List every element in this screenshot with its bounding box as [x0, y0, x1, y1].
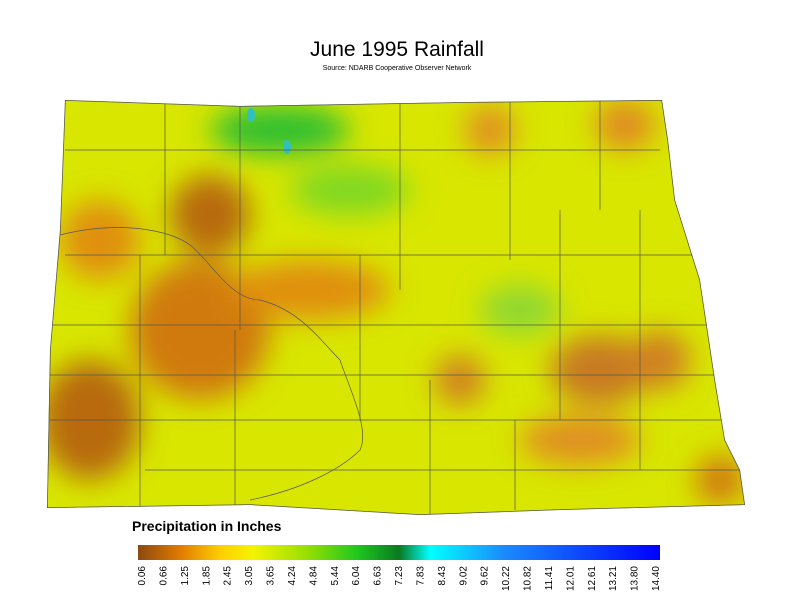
- legend-tick-label: 3.05: [244, 566, 255, 586]
- legend-tick-label: 13.21: [608, 566, 619, 591]
- legend-tick-label: 6.63: [373, 566, 384, 586]
- legend-tick-label: 2.45: [223, 566, 234, 586]
- legend-tick-label: 11.41: [544, 566, 555, 591]
- legend-tick-label: 7.83: [415, 566, 426, 586]
- legend-tick-label: 12.01: [565, 566, 576, 591]
- legend-tick-label: 8.43: [437, 566, 448, 586]
- legend-tick-label: 5.44: [330, 566, 341, 586]
- legend-tick-label: 6.04: [351, 566, 362, 586]
- legend-tick-label: 1.25: [180, 566, 191, 586]
- legend-tick-label: 0.06: [137, 566, 148, 586]
- legend-tick-label: 9.62: [480, 566, 491, 586]
- legend-tick-label: 3.65: [266, 566, 277, 586]
- color-bar: [138, 545, 660, 560]
- legend-tick-label: 7.23: [394, 566, 405, 586]
- legend-tick-label: 9.02: [458, 566, 469, 586]
- legend-tick-label: 13.80: [630, 566, 641, 591]
- legend-tick-label: 12.61: [587, 566, 598, 591]
- legend-tick-label: 1.85: [201, 566, 212, 586]
- legend-tick-label: 4.24: [287, 566, 298, 586]
- legend-ticks: 0.06 0.66 1.25 1.85 2.45 3.05 3.65 4.24 4.84 5.44…: [137, 566, 662, 591]
- map-title: June 1995 Rainfall: [310, 38, 484, 61]
- legend-tick-label: 14.40: [651, 566, 662, 591]
- map-source: Source: NDARB Cooperative Observer Netwo…: [323, 65, 472, 72]
- legend-tick-label: 10.82: [523, 566, 534, 591]
- rainfall-map: [47, 100, 745, 515]
- legend-tick-label: 4.84: [308, 566, 319, 586]
- legend-tick-label: 10.22: [501, 566, 512, 591]
- legend-title: Precipitation in Inches: [132, 518, 282, 534]
- legend-tick-label: 0.66: [158, 566, 169, 586]
